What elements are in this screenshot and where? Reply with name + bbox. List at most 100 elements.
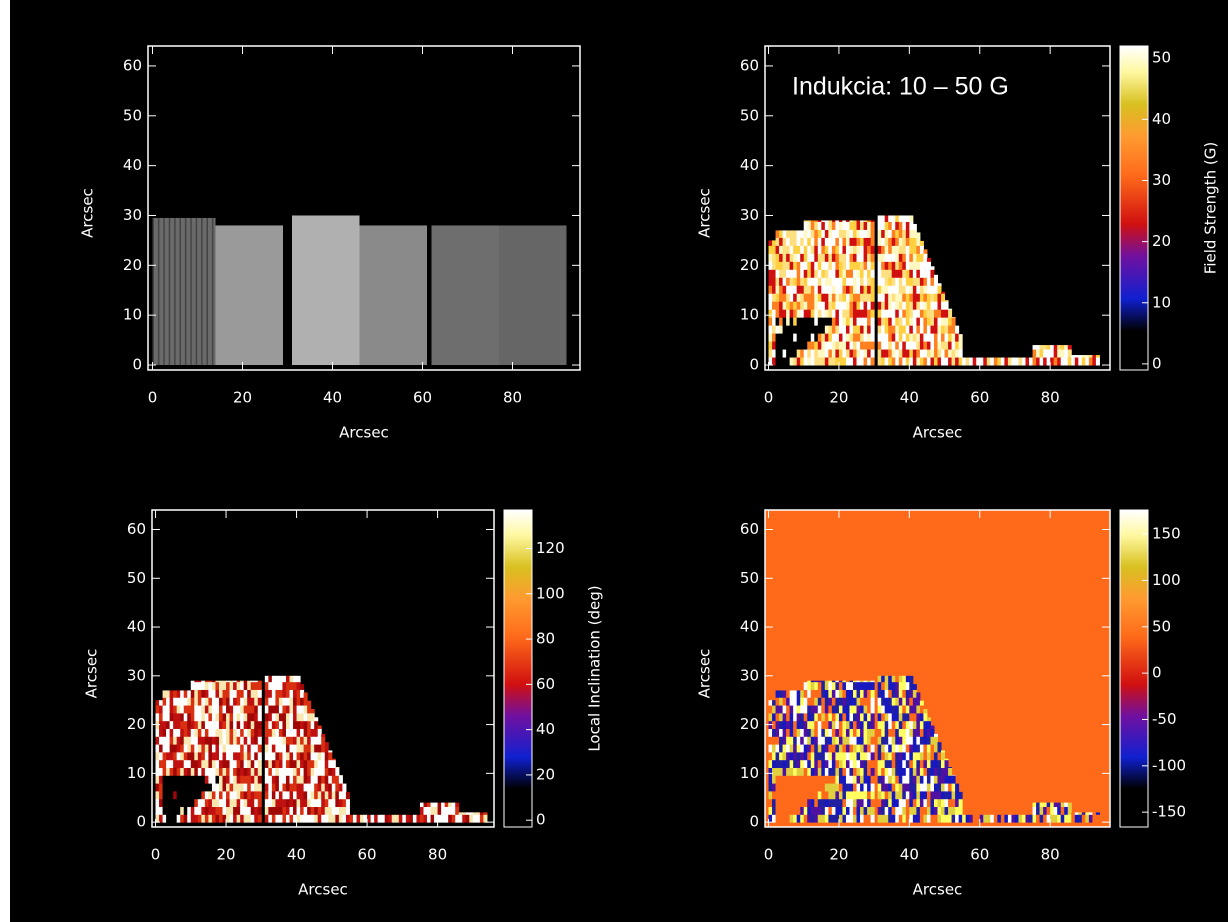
image-cell bbox=[845, 728, 850, 737]
image-cell bbox=[293, 736, 298, 745]
image-cell bbox=[828, 245, 833, 254]
image-cell bbox=[782, 728, 787, 737]
image-cell bbox=[201, 728, 206, 737]
image-cell bbox=[1071, 814, 1076, 823]
image-cell bbox=[912, 309, 917, 318]
image-cell bbox=[335, 790, 340, 800]
image-cell bbox=[236, 680, 241, 683]
image-cell bbox=[919, 806, 924, 815]
image-stripe bbox=[184, 217, 187, 366]
image-cell bbox=[310, 736, 315, 745]
image-cell bbox=[835, 736, 840, 745]
image-cell bbox=[215, 806, 220, 815]
image-cell bbox=[810, 712, 815, 722]
image-cell bbox=[800, 790, 805, 800]
image-cell bbox=[775, 317, 780, 326]
image-cell bbox=[902, 349, 907, 358]
image-cell bbox=[951, 814, 956, 823]
image-cell bbox=[902, 744, 907, 753]
x-tick-label: 40 bbox=[287, 846, 306, 864]
image-cell bbox=[800, 697, 805, 706]
image-cell bbox=[303, 814, 308, 823]
image-cell bbox=[779, 690, 784, 698]
image-cell bbox=[842, 775, 847, 784]
colorbar-tick-label: -50 bbox=[1152, 710, 1177, 728]
image-cell bbox=[303, 775, 308, 784]
image-cell bbox=[948, 357, 953, 366]
image-cell bbox=[912, 790, 917, 800]
image-cell bbox=[856, 720, 861, 729]
image-cell bbox=[789, 806, 794, 815]
image-cell bbox=[1000, 814, 1005, 823]
image-cell bbox=[824, 237, 829, 246]
image-cell bbox=[772, 790, 777, 800]
image-cell bbox=[247, 759, 252, 769]
image-cell bbox=[772, 712, 777, 722]
image-cell bbox=[905, 253, 910, 262]
image-cell bbox=[909, 675, 914, 683]
image-cell bbox=[909, 215, 914, 222]
image-cell bbox=[824, 697, 829, 706]
image-cell bbox=[793, 705, 798, 714]
image-cell bbox=[919, 728, 924, 737]
y-tick-label: 0 bbox=[132, 356, 142, 374]
image-cell bbox=[926, 277, 931, 286]
image-cell bbox=[831, 221, 836, 230]
image-cell bbox=[898, 712, 903, 722]
image-cell bbox=[817, 309, 822, 318]
image-cell bbox=[923, 759, 928, 769]
image-cell bbox=[944, 300, 949, 302]
x-tick-label: 60 bbox=[358, 846, 377, 864]
image-cell bbox=[955, 814, 960, 823]
image-cell bbox=[916, 720, 921, 729]
image-cell bbox=[842, 245, 847, 254]
image-cell bbox=[786, 751, 791, 761]
image-cell bbox=[845, 349, 850, 358]
image-cell bbox=[282, 712, 287, 722]
image-cell bbox=[863, 357, 868, 366]
image-cell bbox=[807, 277, 812, 286]
image-cell bbox=[881, 775, 886, 784]
image-cell bbox=[930, 728, 935, 737]
image-cell bbox=[838, 705, 843, 714]
image-cell bbox=[930, 349, 935, 358]
image-cell bbox=[930, 301, 935, 310]
image-cell bbox=[853, 293, 858, 302]
image-cell bbox=[835, 790, 840, 800]
colorbar-tick-label: 10 bbox=[1152, 293, 1171, 311]
image-cell bbox=[881, 814, 886, 823]
image-cell bbox=[993, 814, 998, 823]
image-cell bbox=[891, 728, 896, 737]
image-cell bbox=[881, 697, 886, 706]
image-cell bbox=[215, 705, 220, 714]
image-cell bbox=[923, 341, 928, 350]
image-cell bbox=[817, 357, 822, 366]
image-cell bbox=[909, 341, 914, 350]
image-cell bbox=[853, 712, 858, 722]
image-cell bbox=[845, 269, 850, 278]
image-cell bbox=[772, 240, 777, 246]
image-cell bbox=[856, 814, 861, 823]
image-cell bbox=[271, 728, 276, 737]
image-cell bbox=[775, 690, 780, 698]
image-cell bbox=[916, 798, 921, 808]
image-cell bbox=[888, 237, 893, 246]
image-cell bbox=[328, 751, 333, 761]
image-cell bbox=[916, 767, 921, 776]
image-cell bbox=[1085, 812, 1090, 815]
image-cell bbox=[912, 333, 917, 342]
image-cell bbox=[845, 277, 850, 286]
image-cell bbox=[1078, 357, 1083, 366]
image-cell bbox=[789, 341, 794, 350]
image-cell bbox=[930, 814, 935, 823]
image-cell bbox=[958, 349, 963, 358]
image-cell bbox=[779, 790, 784, 800]
y-axis-label: Arcsec bbox=[83, 649, 101, 699]
image-cell bbox=[916, 728, 921, 737]
image-cell bbox=[275, 806, 280, 815]
image-cell bbox=[807, 783, 812, 792]
image-cell bbox=[877, 341, 882, 350]
image-cell bbox=[775, 309, 780, 318]
image-cell bbox=[919, 245, 924, 254]
image-cell bbox=[367, 814, 372, 823]
